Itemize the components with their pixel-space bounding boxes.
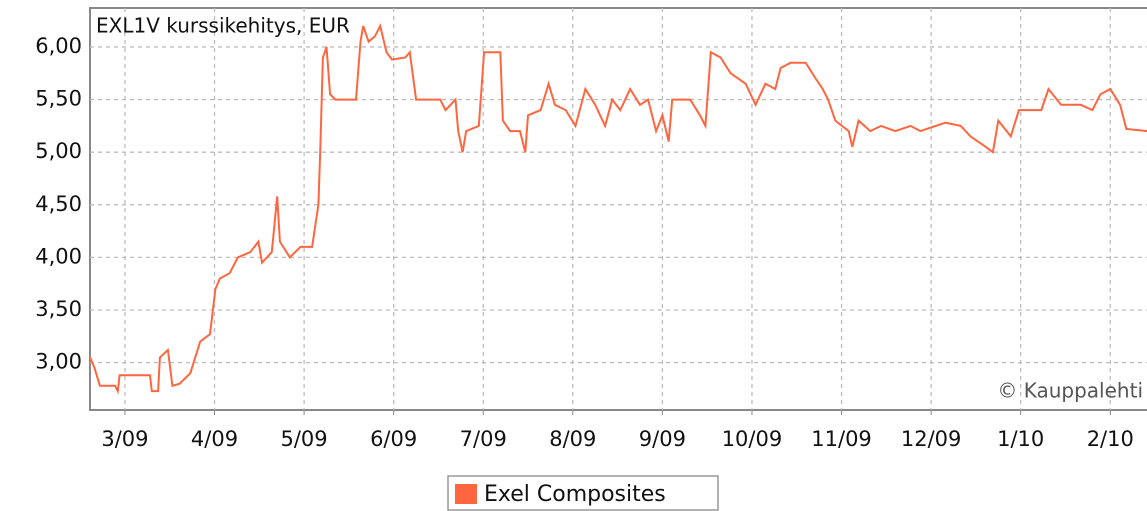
- x-tick-label: 3/09: [101, 427, 148, 451]
- x-tick-label: 4/09: [191, 427, 238, 451]
- legend-swatch: [455, 484, 477, 504]
- chart-title: EXL1V kurssikehitys, EUR: [96, 14, 350, 38]
- y-tick-label: 5,00: [35, 139, 82, 163]
- plot-area: [89, 7, 1147, 411]
- watermark: © Kauppalehti: [997, 379, 1143, 403]
- y-tick-label: 3,00: [35, 350, 82, 374]
- x-tick-label: 6/09: [370, 427, 417, 451]
- x-tick-label: 12/09: [901, 427, 962, 451]
- x-tick-label: 5/09: [281, 427, 328, 451]
- y-tick-label: 4,50: [35, 192, 82, 216]
- y-tick-label: 5,50: [35, 87, 82, 111]
- x-tick-label: 11/09: [811, 427, 872, 451]
- x-tick-label: 10/09: [722, 427, 783, 451]
- legend-label: Exel Composites: [484, 482, 666, 507]
- x-tick-label: 9/09: [639, 427, 686, 451]
- y-tick-label: 3,50: [35, 297, 82, 321]
- x-tick-label: 2/10: [1087, 427, 1134, 451]
- grid: [90, 8, 1147, 410]
- y-tick-label: 6,00: [35, 34, 82, 58]
- x-tick-label: 8/09: [549, 427, 596, 451]
- price-line: [89, 23, 1147, 395]
- x-tick-label: 7/09: [460, 427, 507, 451]
- y-tick-label: 4,00: [35, 244, 82, 268]
- x-tick-label: 1/10: [997, 427, 1044, 451]
- legend: [447, 475, 719, 511]
